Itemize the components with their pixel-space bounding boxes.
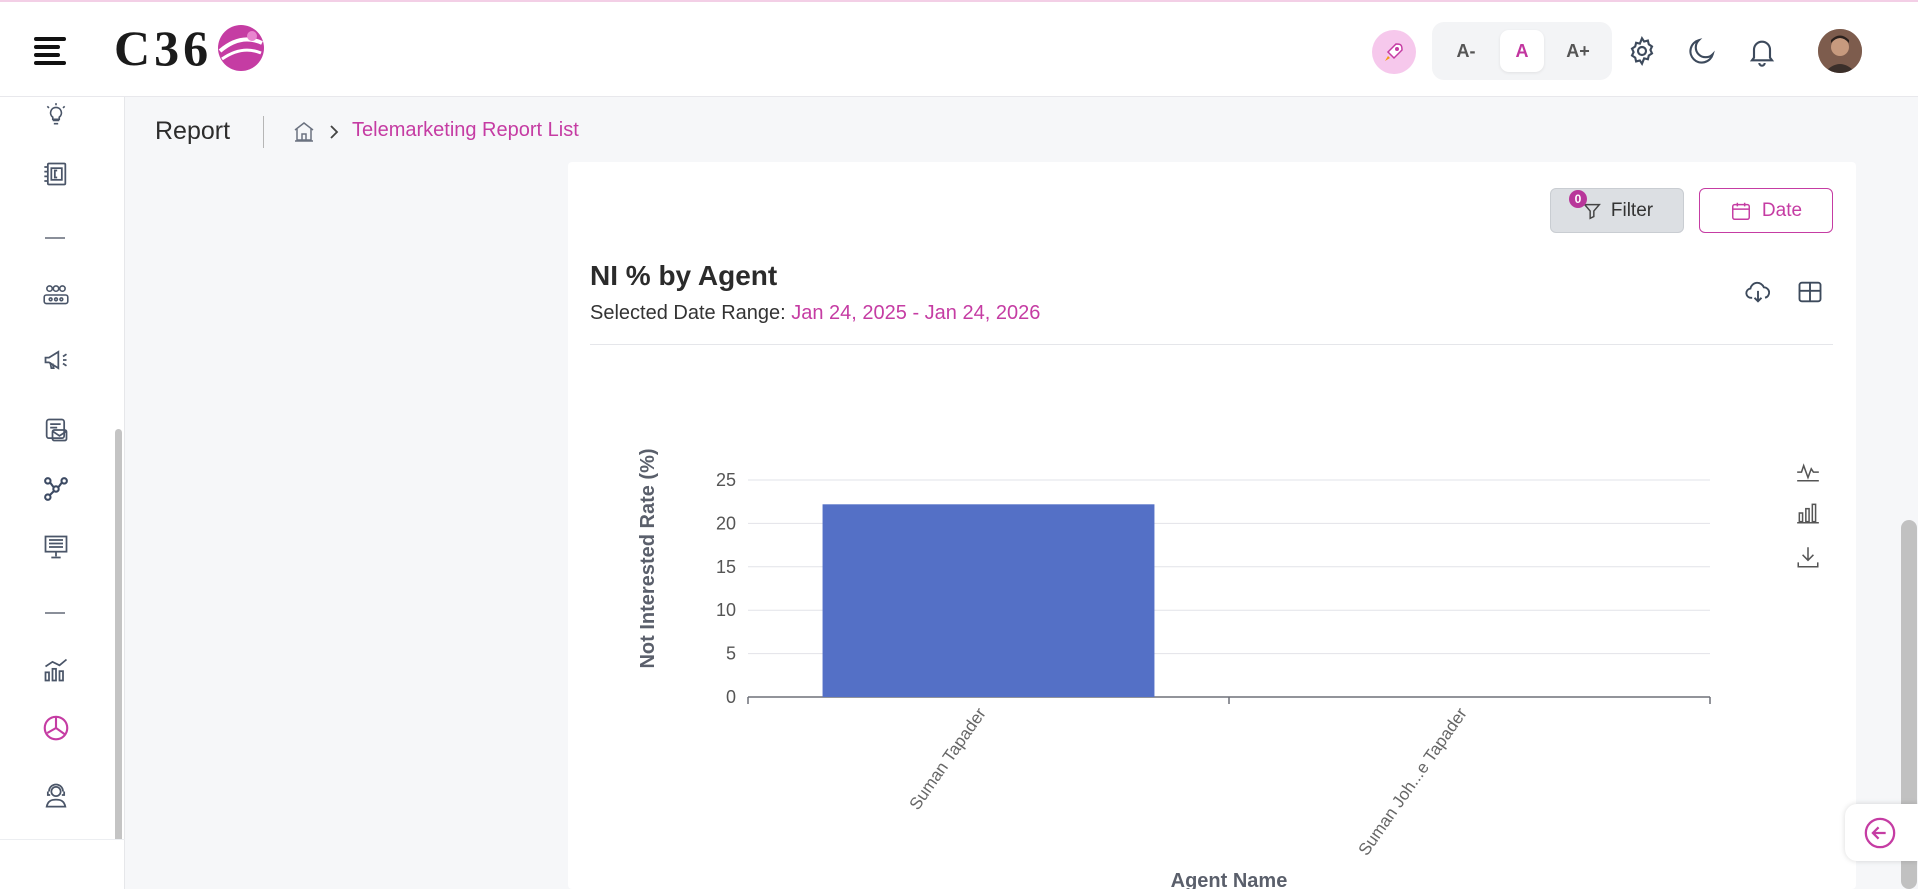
top-bar: C36 A- A A+: [0, 0, 1918, 97]
filter-icon: [1582, 203, 1601, 220]
save-image-icon[interactable]: [1794, 542, 1822, 572]
date-range-value: Jan 24, 2025 - Jan 24, 2026: [791, 302, 1041, 324]
font-size-group: A- A A+: [1432, 22, 1612, 80]
table-view-icon[interactable]: [1794, 276, 1826, 308]
y-axis-label: Not Interested Rate (%): [637, 448, 659, 668]
rocket-icon[interactable]: [1372, 30, 1416, 74]
app-logo[interactable]: C36: [114, 20, 266, 76]
cloud-download-icon[interactable]: [1742, 276, 1774, 308]
chart-bar[interactable]: [822, 504, 1155, 697]
chevron-right-icon: [326, 122, 342, 142]
home-icon[interactable]: [292, 120, 316, 144]
font-decrease-button[interactable]: A-: [1456, 40, 1476, 61]
date-range: Selected Date Range: Jan 24, 2025 - Jan …: [590, 302, 1040, 325]
y-tick-label: 5: [726, 644, 736, 664]
sidebar-divider: [45, 237, 65, 239]
team-icon[interactable]: [38, 277, 74, 313]
y-tick-label: 25: [716, 470, 736, 490]
filter-button[interactable]: 0 Filter: [1550, 188, 1684, 233]
page-scrollbar[interactable]: [1901, 520, 1917, 889]
pie-chart-icon[interactable]: [38, 710, 74, 746]
calendar-icon: [1731, 202, 1750, 220]
bar-chart-toggle-icon[interactable]: [1794, 498, 1822, 528]
y-tick-label: 10: [716, 600, 736, 620]
y-tick-label: 0: [726, 687, 736, 707]
hamburger-menu-icon[interactable]: [30, 34, 70, 68]
x-tick-label: Suman Joh...e Tapader: [1355, 704, 1471, 859]
logo-text: C36: [114, 20, 213, 76]
presentation-icon[interactable]: [38, 529, 74, 565]
report-card: 0 Filter Date NI % by Agent Selected Dat…: [568, 162, 1856, 889]
font-default-button[interactable]: A: [1500, 30, 1544, 72]
sidebar-divider: [45, 612, 65, 614]
megaphone-icon[interactable]: [38, 342, 74, 378]
date-button[interactable]: Date: [1699, 188, 1833, 233]
sidebar: [0, 97, 125, 847]
analytics-icon[interactable]: [38, 652, 74, 688]
mail-icon[interactable]: [38, 412, 74, 448]
x-axis-label: Agent Name: [1171, 870, 1288, 889]
gear-icon[interactable]: [1623, 32, 1661, 70]
back-button[interactable]: [1845, 804, 1918, 861]
date-label: Date: [1761, 199, 1803, 221]
sidebar-footer: [0, 839, 125, 889]
filter-label: Filter: [1610, 199, 1654, 221]
line-chart-toggle-icon[interactable]: [1794, 456, 1822, 486]
lightbulb-icon[interactable]: [38, 97, 74, 133]
y-tick-label: 15: [716, 557, 736, 577]
sidebar-scrollbar[interactable]: [115, 429, 122, 847]
x-tick-label: Suman Tapader: [906, 704, 990, 813]
font-increase-button[interactable]: A+: [1566, 40, 1590, 61]
bar-chart: 0 5 10 15 20 25 Suman Tapader Suman Joh...e Tap…: [637, 448, 1711, 889]
date-range-label: Selected Date Range:: [590, 302, 786, 324]
page-title: Report: [155, 117, 231, 145]
logo-globe-icon: [218, 25, 265, 71]
bell-icon[interactable]: [1743, 32, 1781, 70]
breadcrumb-divider: [263, 116, 264, 148]
report-title: NI % by Agent: [590, 260, 778, 291]
card-divider: [590, 344, 1833, 345]
invoice-icon[interactable]: [38, 156, 74, 192]
arrow-left-circle-icon: [1864, 817, 1896, 848]
workflow-icon[interactable]: [38, 471, 74, 507]
filter-count-badge: 0: [1569, 190, 1587, 208]
y-tick-label: 20: [716, 513, 736, 533]
moon-icon[interactable]: [1683, 32, 1721, 70]
support-agent-icon[interactable]: [38, 777, 74, 813]
avatar[interactable]: [1818, 29, 1862, 73]
breadcrumb-current[interactable]: Telemarketing Report List: [352, 119, 579, 141]
